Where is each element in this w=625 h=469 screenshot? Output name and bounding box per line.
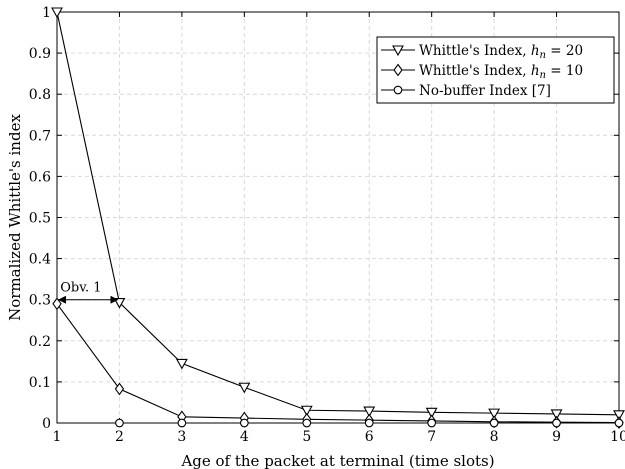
series-3 bbox=[115, 418, 624, 428]
series-1-point bbox=[550, 409, 563, 421]
legend-swatch-marker bbox=[392, 45, 404, 57]
series-3-point bbox=[239, 418, 249, 428]
y-tick-label: 0.7 bbox=[29, 128, 51, 144]
x-axis-label: Age of the packet at terminal (time slot… bbox=[180, 452, 494, 469]
series-3-point bbox=[552, 418, 561, 428]
x-tick-label: 1 bbox=[53, 429, 62, 445]
series-1-point bbox=[300, 405, 313, 417]
series-1-line bbox=[56, 11, 620, 416]
x-tick-label: 7 bbox=[427, 429, 436, 445]
series-1 bbox=[51, 7, 625, 421]
series-1-point bbox=[238, 382, 251, 394]
y-tick-label: 0.4 bbox=[29, 252, 51, 268]
obv-1-label: Obv. 1 bbox=[60, 281, 101, 296]
x-tick-label: 9 bbox=[552, 429, 561, 445]
series-3-point bbox=[302, 418, 312, 428]
series-2-point bbox=[114, 382, 125, 396]
series-1-point bbox=[425, 407, 438, 419]
annotation-group: Obv. 1 bbox=[58, 281, 119, 304]
series-3-point bbox=[489, 418, 499, 428]
legend-label: Whittle's Index, hn = 10 bbox=[419, 63, 583, 81]
x-tick-label: 5 bbox=[302, 429, 311, 445]
y-tick-label: 0.8 bbox=[29, 87, 51, 103]
y-tick-label: 1 bbox=[42, 5, 51, 21]
x-tick-label: 6 bbox=[365, 429, 374, 445]
legend-swatch-marker bbox=[393, 63, 403, 77]
series-group bbox=[51, 7, 625, 430]
y-tick-label: 0.1 bbox=[29, 375, 51, 391]
x-tick-label: 3 bbox=[177, 429, 186, 445]
x-tick-label: 4 bbox=[240, 429, 249, 445]
axis-ticks: 1 2 3 4 5 6 7 8 9 10 0 0.1 0.2 0.3 0.4 0.5 0.6 0.7 0.8 0.9 1 bbox=[29, 5, 625, 445]
legend-label: Whittle's Index, hn = 20 bbox=[419, 43, 583, 61]
series-1-point bbox=[363, 406, 376, 418]
legend: Whittle's Index, hn = 20 Whittle's Index,… bbox=[376, 36, 615, 104]
series-1-point bbox=[51, 7, 63, 19]
legend-swatch-marker bbox=[393, 85, 403, 95]
series-1-point bbox=[488, 408, 501, 420]
series-1-point bbox=[613, 410, 625, 421]
x-tick-label: 2 bbox=[115, 429, 124, 445]
x-tick-label: 10 bbox=[610, 429, 625, 445]
series-3-point bbox=[364, 418, 374, 428]
y-tick-label: 0.5 bbox=[29, 211, 51, 227]
legend-box bbox=[376, 36, 615, 104]
series-2 bbox=[52, 297, 624, 430]
series-1-point bbox=[175, 358, 188, 370]
series-3-point bbox=[115, 418, 124, 428]
y-tick-label: 0.3 bbox=[29, 293, 51, 309]
y-tick-label: 0 bbox=[42, 416, 51, 432]
series-2-line bbox=[56, 303, 620, 424]
series-3-point bbox=[427, 418, 437, 428]
y-tick-label: 0.6 bbox=[29, 169, 51, 185]
y-tick-label: 0.9 bbox=[29, 46, 51, 62]
y-axis-label: Normalized Whittle's index bbox=[6, 114, 24, 321]
legend-label: No-buffer Index [7] bbox=[419, 83, 551, 99]
x-tick-label: 8 bbox=[490, 429, 499, 445]
y-tick-label: 0.2 bbox=[29, 334, 51, 350]
series-3-point bbox=[177, 418, 187, 428]
series-3-point bbox=[614, 418, 624, 428]
